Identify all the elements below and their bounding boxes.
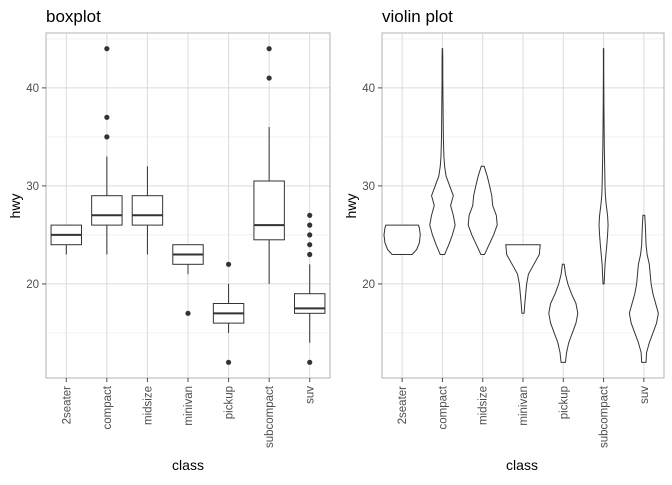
x-tick-label: pickup bbox=[224, 386, 236, 419]
box-compact bbox=[91, 46, 123, 255]
violin-suv bbox=[628, 214, 659, 363]
violin-title: violin plot bbox=[382, 7, 453, 26]
box-midsize bbox=[131, 166, 164, 255]
outlier-point bbox=[307, 359, 313, 365]
y-tick-label: 20 bbox=[362, 279, 375, 291]
x-tick-label: suv bbox=[305, 386, 317, 404]
outlier-point bbox=[266, 46, 272, 52]
outlier-point bbox=[307, 222, 313, 228]
x-tick-label: minivan bbox=[183, 386, 195, 426]
interquartile-box bbox=[91, 195, 123, 226]
x-tick-label: midsize bbox=[142, 386, 154, 425]
outlier-point bbox=[307, 251, 313, 258]
x-tick-label: minivan bbox=[518, 386, 530, 426]
boxplot-title: boxplot bbox=[46, 7, 101, 26]
outlier-point bbox=[104, 114, 110, 120]
box-2seater bbox=[50, 224, 83, 255]
y-tick-label: 30 bbox=[362, 181, 375, 193]
x-tick-label: suv bbox=[639, 386, 651, 404]
x-tick-label: pickup bbox=[558, 386, 570, 419]
outlier-point bbox=[104, 46, 110, 52]
violin-midsize bbox=[467, 165, 498, 256]
y-tick-label: 30 bbox=[26, 181, 39, 193]
outlier-point bbox=[104, 134, 110, 140]
boxplot-panel: 20 30 40 2seater compact midsize minivan pickup… bbox=[26, 32, 331, 448]
x-tick-label: compact bbox=[102, 385, 114, 429]
y-tick-label: 40 bbox=[26, 83, 39, 95]
y-tick-label: 20 bbox=[26, 279, 39, 291]
violin-x-axis-label: class bbox=[506, 457, 538, 473]
box-suv bbox=[294, 212, 326, 365]
violin-y-axis-label: hwy bbox=[343, 194, 359, 219]
interquartile-box bbox=[253, 180, 285, 241]
violin-panel: 20 30 40 2seater compact midsize minivan pickup… bbox=[362, 32, 665, 448]
violin-2seater bbox=[383, 224, 421, 256]
interquartile-box bbox=[131, 195, 164, 226]
outlier-point bbox=[185, 310, 191, 316]
outlier-point bbox=[307, 242, 313, 248]
x-tick-label: subcompact bbox=[264, 385, 276, 448]
box-pickup bbox=[212, 261, 245, 365]
x-tick-label: compact bbox=[437, 385, 449, 429]
interquartile-box bbox=[294, 293, 326, 314]
violin-subcompact bbox=[598, 48, 609, 285]
violin-compact bbox=[429, 48, 456, 256]
violin-minivan bbox=[505, 244, 541, 314]
outlier-point bbox=[307, 232, 313, 238]
violin-pickup bbox=[548, 263, 579, 363]
x-tick-label: subcompact bbox=[599, 385, 611, 448]
outlier-point bbox=[266, 75, 272, 81]
x-tick-label: 2seater bbox=[397, 386, 409, 425]
outlier-point bbox=[225, 261, 232, 267]
box-minivan bbox=[172, 244, 204, 316]
box-subcompact bbox=[253, 46, 285, 284]
outlier-point bbox=[225, 359, 232, 365]
y-tick-label: 40 bbox=[362, 83, 375, 95]
x-tick-label: midsize bbox=[478, 386, 490, 425]
x-tick-label: 2seater bbox=[61, 386, 73, 425]
boxplot-y-axis-label: hwy bbox=[7, 194, 23, 219]
boxplot-x-axis-label: class bbox=[172, 457, 204, 473]
outlier-point bbox=[307, 212, 313, 218]
